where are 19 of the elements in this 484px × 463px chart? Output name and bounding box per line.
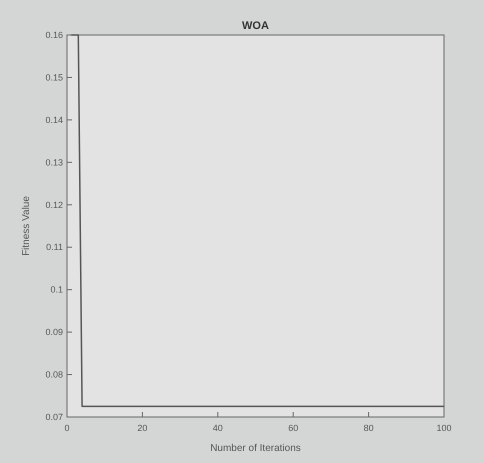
y-tick-label: 0.12 bbox=[45, 200, 63, 210]
y-tick-label: 0.07 bbox=[45, 412, 63, 422]
y-tick-label: 0.1 bbox=[50, 284, 63, 295]
y-tick-label: 0.16 bbox=[45, 30, 63, 40]
x-tick-label: 100 bbox=[436, 423, 452, 433]
y-axis-title: Fitness Value bbox=[21, 196, 32, 256]
x-tick-label: 80 bbox=[364, 423, 374, 433]
y-tick-label: 0.13 bbox=[45, 157, 63, 168]
chart-title: WOA bbox=[242, 20, 269, 32]
y-tick-label: 0.14 bbox=[45, 114, 63, 125]
y-tick-label: 0.09 bbox=[45, 327, 63, 338]
x-tick-label: 60 bbox=[288, 423, 298, 433]
y-tick-label: 0.08 bbox=[45, 370, 63, 380]
x-axis-title: Number of Iterations bbox=[210, 443, 301, 454]
y-tick-label: 0.11 bbox=[46, 242, 63, 252]
x-tick-label: 0 bbox=[64, 423, 70, 433]
x-tick-label: 20 bbox=[137, 423, 148, 433]
y-tick-label: 0.15 bbox=[45, 72, 63, 82]
x-tick-label: 40 bbox=[212, 423, 223, 433]
